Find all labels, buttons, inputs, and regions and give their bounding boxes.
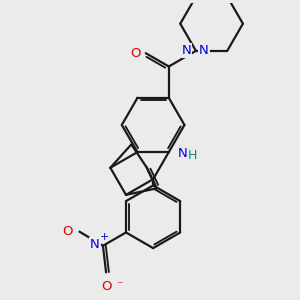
Text: N: N	[182, 44, 191, 57]
Text: O: O	[101, 280, 111, 293]
Text: O: O	[62, 225, 73, 238]
Text: O: O	[130, 47, 141, 60]
Text: N: N	[199, 44, 209, 57]
Text: ⁻: ⁻	[116, 279, 123, 292]
Text: +: +	[100, 232, 109, 242]
Text: N: N	[90, 238, 100, 251]
Text: N: N	[178, 147, 188, 160]
Text: H: H	[188, 149, 198, 162]
